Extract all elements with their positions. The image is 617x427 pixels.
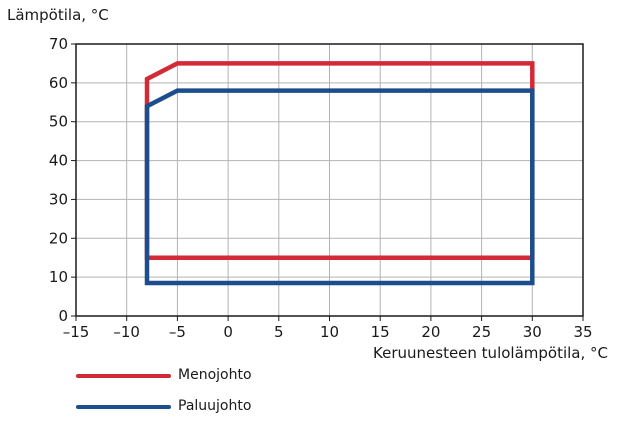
y-tick-label: 0 (58, 307, 68, 325)
x-tick-label: 10 (320, 323, 339, 341)
x-tick-label: 25 (472, 323, 491, 341)
legend-label-paluujohto: Paluujohto (178, 398, 252, 414)
x-tick-label: –15 (63, 323, 90, 341)
x-tick-label: –10 (113, 323, 140, 341)
series-layer (144, 61, 535, 286)
y-tick-label: 70 (49, 35, 68, 53)
y-tick-label: 30 (49, 190, 68, 208)
x-tick-label: 0 (223, 323, 233, 341)
x-tick-label: 15 (371, 323, 390, 341)
series-line-paluujohto (144, 88, 535, 286)
y-tick-label: 60 (49, 74, 68, 92)
x-tick-label: 35 (573, 323, 592, 341)
legend-swatch-menojohto (76, 374, 171, 378)
legend-label-menojohto: Menojohto (178, 367, 252, 383)
y-tick-label: 40 (49, 152, 68, 170)
grid (75, 43, 584, 317)
y-tick-labels: 0 10 20 30 40 50 60 70 (49, 35, 76, 325)
x-tick-labels: –15 –10 –5 0 5 10 15 20 25 30 35 (63, 316, 593, 341)
x-tick-label: 20 (421, 323, 440, 341)
x-axis-label: Keruunesteen tulolämpötila, °C (373, 344, 608, 362)
y-tick-label: 20 (49, 229, 68, 247)
legend-swatch-paluujohto (76, 405, 171, 409)
x-tick-label: –5 (169, 323, 186, 341)
y-tick-label: 10 (49, 268, 68, 286)
x-tick-label: 5 (274, 323, 284, 341)
y-tick-label: 50 (49, 113, 68, 131)
x-tick-label: 30 (523, 323, 542, 341)
y-axis-label: Lämpötila, °C (7, 6, 109, 24)
